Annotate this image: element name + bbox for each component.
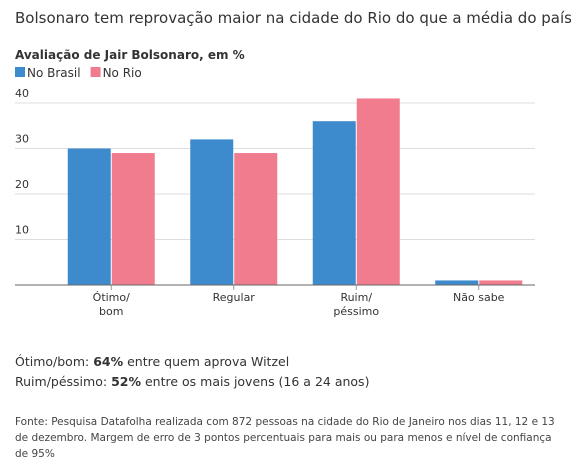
bar [356, 98, 400, 285]
bar [435, 280, 479, 285]
source: Fonte: Pesquisa Datafolha realizada com … [15, 416, 555, 460]
x-tick-label: Ótimo/bom [93, 291, 130, 318]
chart-subtitle: Avaliação de Jair Bolsonaro, em % [15, 48, 245, 62]
chart-title: Bolsonaro tem reprovação maior na cidade… [15, 9, 571, 27]
bar [312, 121, 356, 285]
y-tick-label: 20 [15, 178, 29, 191]
note: Ruim/péssimo: 52% entre os mais jovens (… [15, 372, 369, 392]
note-highlight: 52% [111, 374, 141, 389]
y-tick-label: 40 [15, 87, 29, 100]
note-text: entre os mais jovens (16 a 24 anos) [144, 374, 370, 389]
legend-label: No Brasil [27, 66, 81, 80]
note-label: Ruim/péssimo: [15, 374, 108, 389]
x-tick-label: Regular [213, 291, 256, 304]
y-tick-label: 10 [15, 224, 29, 237]
bar [190, 139, 234, 285]
bar [479, 280, 523, 285]
note-label: Ótimo/bom: [15, 354, 90, 369]
notes: Ótimo/bom: 64% entre quem aprova Witzel … [15, 352, 369, 392]
note-highlight: 64% [93, 354, 124, 369]
bar [67, 148, 111, 285]
chart: Bolsonaro tem reprovação maior na cidade… [15, 9, 571, 318]
y-tick-label: 30 [15, 133, 29, 146]
bar [234, 153, 278, 285]
x-tick-label: Ruim/péssimo [333, 291, 379, 318]
bar [111, 153, 155, 285]
legend-label: No Rio [103, 66, 142, 80]
note-text: entre quem aprova Witzel [127, 354, 290, 369]
note: Ótimo/bom: 64% entre quem aprova Witzel [15, 352, 369, 372]
x-tick-label: Não sabe [453, 291, 505, 304]
legend-swatch [90, 67, 101, 77]
legend-swatch [15, 67, 25, 77]
